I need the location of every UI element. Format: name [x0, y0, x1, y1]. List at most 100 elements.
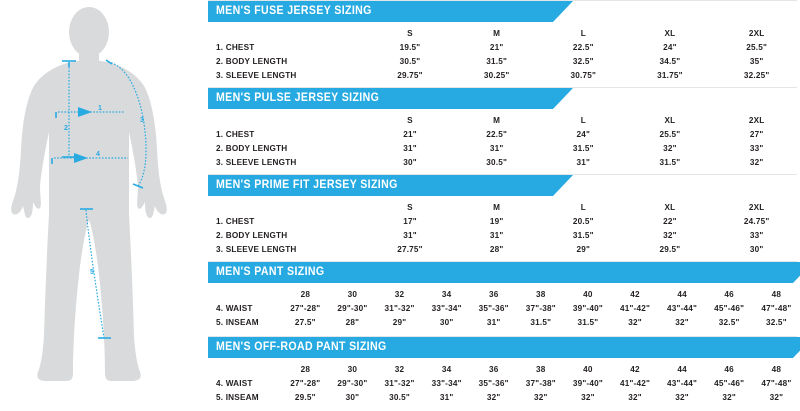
column-header: L — [580, 29, 586, 38]
row-label: 1. CHEST — [216, 42, 255, 52]
measurement-cell: 32" — [722, 392, 736, 402]
column-header: 30 — [347, 290, 358, 299]
measurement-cell: 35"-36" — [478, 303, 509, 313]
measurement-cell: 31"-32" — [384, 378, 415, 388]
sizing-table: 28 30 32 34 36 38 40 42 44 46 48 4. WAIST 27"-28" 29"… — [205, 358, 800, 404]
column-header: XL — [664, 203, 676, 212]
column-header: 44 — [677, 365, 687, 374]
measurement-cell: 43"-44" — [667, 378, 698, 388]
measurement-cell: 35" — [749, 56, 764, 66]
table-row: 1. CHEST 17" 19" 20.5" 22" 24.75" — [205, 214, 800, 228]
measurement-cell: 25.5" — [746, 42, 768, 52]
row-label: 1. CHEST — [216, 216, 255, 226]
column-header: 2XL — [748, 116, 765, 125]
sizing-table: S M L XL 2XL 1. CHEST 17" 19" 20.5" 22" 24.75" 2. B… — [205, 196, 800, 256]
measurement-cell: 31" — [439, 392, 454, 402]
measurement-cell: 41"-42" — [619, 378, 651, 388]
section-divider — [208, 336, 797, 337]
column-header: S — [407, 29, 413, 38]
male-silhouette-shape — [11, 7, 167, 381]
section-header-bar: MEN'S PANT SIZING — [205, 262, 800, 283]
measurement-cell: 29" — [576, 244, 591, 254]
section-divider — [208, 87, 797, 88]
row-label: 4. WAIST — [216, 303, 253, 313]
row-label: 2. BODY LENGTH — [216, 56, 288, 66]
column-header: 28 — [300, 290, 311, 299]
measurement-cell: 31.5" — [572, 143, 594, 153]
column-header: 42 — [630, 365, 640, 374]
measurement-cell: 32" — [486, 392, 501, 402]
table-row: 2. BODY LENGTH 30.5" 31.5" 32.5" 34.5" 35" — [205, 54, 800, 68]
measurement-cell: 27"-28" — [290, 303, 321, 313]
measurement-cell: 37"-38" — [525, 378, 556, 388]
column-header: 36 — [488, 365, 499, 374]
column-header: L — [580, 116, 586, 125]
measurement-cell: 19" — [489, 216, 504, 226]
callout-2: 2 — [64, 125, 68, 132]
row-label: 2. BODY LENGTH — [216, 143, 288, 153]
measurement-cell: 31" — [489, 230, 504, 240]
measurement-cell: 32.25" — [743, 70, 770, 80]
measurement-cell: 41"-42" — [619, 303, 651, 313]
sizing-table: S M L XL 2XL 1. CHEST 19.5" 21" 22.5" 24" 25.5" 2. … — [205, 22, 800, 82]
body-measurement-figure: 1 2 3 4 5 — [0, 0, 205, 400]
measurement-cell: 32" — [663, 230, 677, 240]
section-divider — [208, 174, 797, 175]
measurement-cell: 24" — [576, 129, 591, 139]
measurement-cell: 32" — [628, 317, 642, 327]
sizing-section: MEN'S FUSE JERSEY SIZING S M L XL 2XL 1. CHEST… — [205, 0, 800, 87]
measurement-cell: 24" — [663, 42, 677, 52]
row-label: 3. SLEEVE LENGTH — [216, 157, 297, 167]
table-row: 1. CHEST 19.5" 21" 22.5" 24" 25.5" — [205, 40, 800, 54]
size-chart-page: 1 2 3 4 5 MEN'S FUSE JERSEY SIZING S M L XL 2… — [0, 0, 800, 402]
column-header: 36 — [488, 290, 499, 299]
measurement-cell: 27.75" — [397, 244, 423, 254]
measurement-cell: 29.5" — [294, 392, 316, 402]
column-header: S — [407, 116, 413, 125]
measurement-cell: 45"-46" — [714, 378, 745, 388]
measurement-cell: 21" — [403, 129, 417, 139]
measurement-cell: 29"-30" — [337, 303, 368, 313]
measure-arrowheads — [74, 107, 92, 163]
row-label: 3. SLEEVE LENGTH — [216, 244, 297, 254]
column-header: 2XL — [748, 203, 765, 212]
row-label: 5. INSEAM — [216, 392, 259, 402]
table-row: 3. SLEEVE LENGTH 27.75" 28" 29" 29.5" 30" — [205, 242, 800, 256]
column-header: 42 — [630, 290, 640, 299]
section-title: MEN'S PULSE JERSEY SIZING — [216, 92, 380, 104]
measurement-cell: 32" — [749, 157, 764, 167]
measurement-cell: 21" — [489, 42, 504, 52]
column-header: M — [493, 29, 501, 38]
section-title: MEN'S PANT SIZING — [216, 266, 325, 278]
measurement-cell: 31.5" — [486, 56, 508, 66]
section-header-bar: MEN'S PULSE JERSEY SIZING — [205, 88, 800, 109]
measurement-cell: 27" — [749, 129, 764, 139]
measurement-cell: 30" — [439, 317, 454, 327]
measurement-cell: 28" — [489, 244, 504, 254]
measurement-cell: 31.5" — [659, 157, 681, 167]
measurement-cell: 22.5" — [486, 129, 508, 139]
table-row: 3. SLEEVE LENGTH 30" 30.5" 31" 31.5" 32" — [205, 155, 800, 169]
section-spacer — [205, 404, 800, 411]
table-row: 1. CHEST 21" 22.5" 24" 25.5" 27" — [205, 127, 800, 141]
measurement-cell: 30.75" — [570, 70, 597, 80]
measurement-cell: 31.5" — [572, 230, 594, 240]
sizing-section: MEN'S OFF-ROAD PANT SIZING 28 30 32 34 36 38 40… — [205, 336, 800, 411]
column-header-blank — [205, 358, 282, 376]
measurement-cell: 31"-32" — [384, 303, 415, 313]
section-header-bar: MEN'S PRIME FIT JERSEY SIZING — [205, 175, 800, 196]
table-row: 5. INSEAM 29.5" 30" 30.5" 31" 32" 32" 32" 32" 32"… — [205, 390, 800, 404]
column-header: L — [580, 203, 586, 212]
column-header: 46 — [724, 365, 734, 374]
measurement-cell: 29.5" — [659, 244, 681, 254]
measurement-cell: 47"-48" — [761, 378, 792, 388]
row-label: 1. CHEST — [216, 129, 255, 139]
column-header: 32 — [394, 365, 405, 374]
measurement-cell: 22.5" — [572, 42, 594, 52]
sizing-section: MEN'S PRIME FIT JERSEY SIZING S M L XL 2XL 1. … — [205, 174, 800, 261]
measurement-cell: 30.5" — [389, 392, 410, 402]
measurement-cell: 32" — [534, 392, 548, 402]
sleeve-length-measure-line — [107, 61, 147, 187]
measurement-cell: 20.5" — [572, 216, 594, 226]
measurement-cell: 29" — [392, 317, 407, 327]
